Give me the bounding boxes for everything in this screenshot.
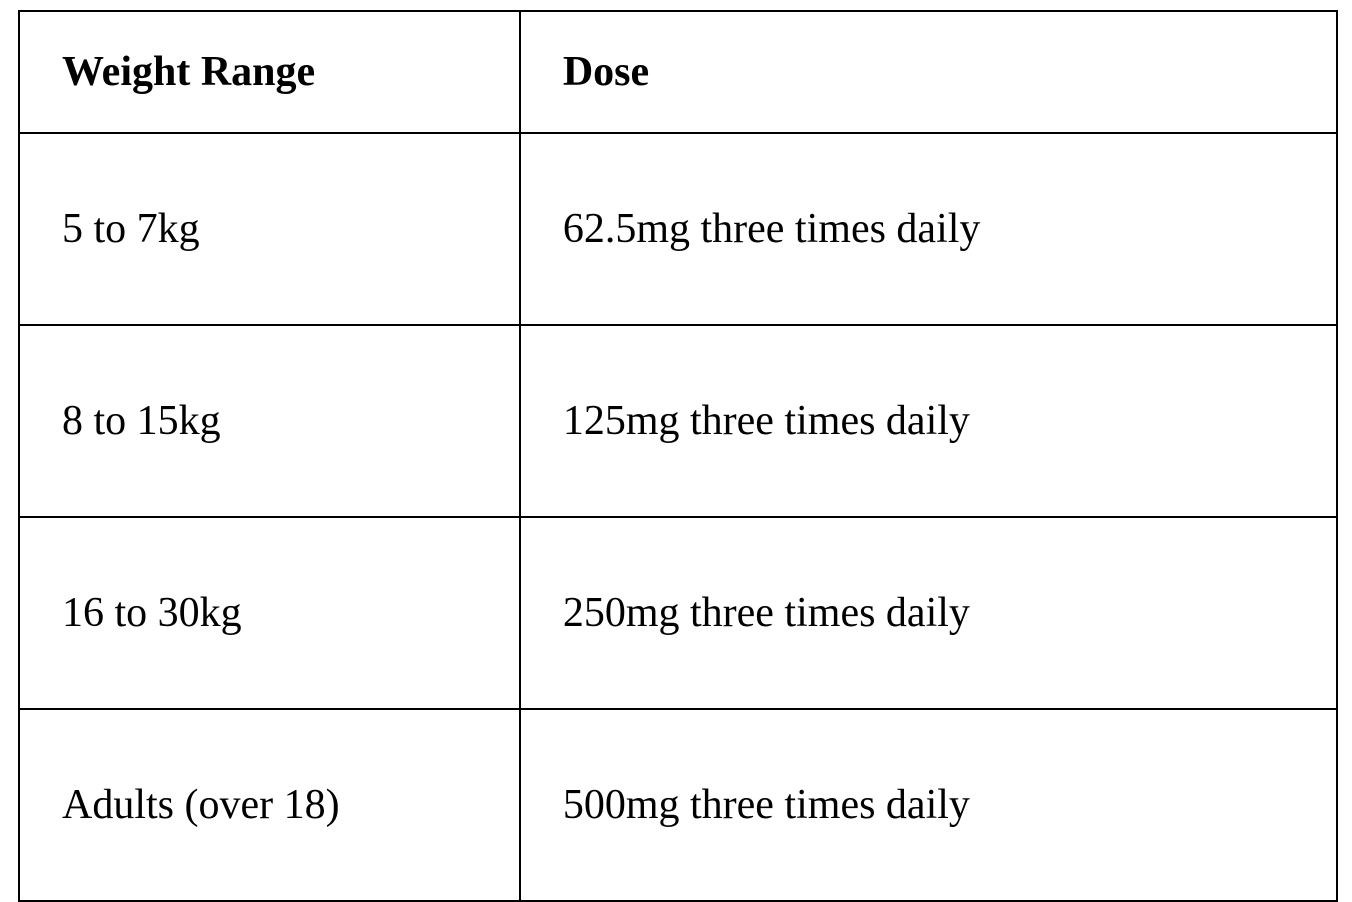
table-row: Adults (over 18) 500mg three times daily [19,709,1337,901]
table-row: 16 to 30kg 250mg three times daily [19,517,1337,709]
cell-dose: 500mg three times daily [520,709,1337,901]
cell-weight-range: 8 to 15kg [19,325,520,517]
dosage-table-container: Weight Range Dose 5 to 7kg 62.5mg three … [0,0,1352,893]
table-row: 8 to 15kg 125mg three times daily [19,325,1337,517]
column-header-weight-range: Weight Range [19,11,520,133]
cell-weight-range: 16 to 30kg [19,517,520,709]
cell-dose: 250mg three times daily [520,517,1337,709]
cell-dose: 125mg three times daily [520,325,1337,517]
table-header-row: Weight Range Dose [19,11,1337,133]
table-row: 5 to 7kg 62.5mg three times daily [19,133,1337,325]
column-header-dose: Dose [520,11,1337,133]
cell-dose: 62.5mg three times daily [520,133,1337,325]
dosage-table: Weight Range Dose 5 to 7kg 62.5mg three … [18,10,1338,902]
cell-weight-range: 5 to 7kg [19,133,520,325]
cell-weight-range: Adults (over 18) [19,709,520,901]
